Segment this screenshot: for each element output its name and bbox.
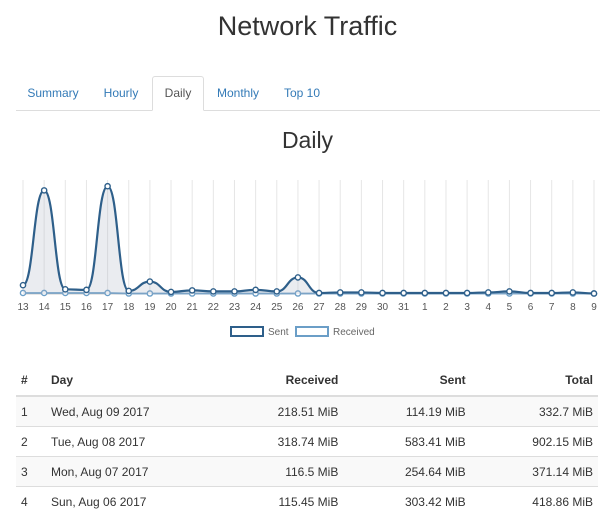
x-tick-label: 14 — [39, 302, 51, 313]
data-point-sent — [84, 287, 89, 292]
data-point-sent — [20, 283, 25, 288]
section-title: Daily — [0, 126, 600, 154]
col-header-num: # — [16, 365, 46, 396]
data-point-sent — [63, 287, 68, 292]
x-tick-label: 13 — [17, 302, 29, 313]
data-point-sent — [443, 290, 448, 295]
cell-day: Mon, Aug 07 2017 — [46, 457, 216, 487]
cell-sent: 583.41 MiB — [343, 427, 470, 457]
col-header-total: Total — [471, 365, 598, 396]
x-tick-label: 8 — [570, 302, 576, 313]
data-point-sent — [295, 275, 300, 280]
x-tick-label: 20 — [165, 302, 177, 313]
data-point-sent — [422, 290, 427, 295]
table-row: 3 Mon, Aug 07 2017 116.5 MiB 254.64 MiB … — [16, 457, 598, 487]
tab-daily[interactable]: Daily — [152, 76, 204, 111]
cell-sent: 114.19 MiB — [343, 396, 470, 427]
cell-day: Tue, Aug 08 2017 — [46, 427, 216, 457]
x-tick-label: 29 — [356, 302, 368, 313]
legend-label-sent: Sent — [268, 327, 289, 338]
x-tick-label: 9 — [591, 302, 597, 313]
col-header-sent: Sent — [343, 365, 470, 396]
cell-day: Wed, Aug 09 2017 — [46, 396, 216, 427]
legend-label-received: Received — [333, 327, 375, 338]
x-tick-label: 19 — [144, 302, 156, 313]
x-tick-label: 1 — [422, 302, 428, 313]
x-tick-label: 26 — [292, 302, 304, 313]
data-point-sent — [570, 290, 575, 295]
x-tick-label: 30 — [377, 302, 389, 313]
x-tick-label: 15 — [60, 302, 72, 313]
x-tick-label: 31 — [398, 302, 410, 313]
data-point-sent — [549, 290, 554, 295]
x-tick-label: 27 — [314, 302, 326, 313]
x-tick-label: 5 — [507, 302, 513, 313]
x-tick-label: 17 — [102, 302, 114, 313]
tab-monthly[interactable]: Monthly — [204, 77, 272, 110]
legend-swatch-received — [296, 327, 328, 336]
table-row: 1 Wed, Aug 09 2017 218.51 MiB 114.19 MiB… — [16, 396, 598, 427]
data-point-sent — [465, 290, 470, 295]
cell-received: 218.51 MiB — [216, 396, 343, 427]
tab-summary[interactable]: Summary — [16, 77, 90, 110]
tab-hourly[interactable]: Hourly — [90, 77, 152, 110]
x-tick-label: 23 — [229, 302, 241, 313]
cell-received: 318.74 MiB — [216, 427, 343, 457]
col-header-received: Received — [216, 365, 343, 396]
data-point-sent — [338, 290, 343, 295]
data-point-sent — [591, 291, 596, 296]
x-tick-label: 21 — [187, 302, 199, 313]
x-tick-label: 22 — [208, 302, 220, 313]
data-point-sent — [211, 289, 216, 294]
data-point-sent — [486, 290, 491, 295]
data-point-sent — [274, 289, 279, 294]
series-area-sent — [23, 186, 594, 294]
data-point-sent — [232, 289, 237, 294]
cell-num: 2 — [16, 427, 46, 457]
data-point-sent — [105, 184, 110, 189]
x-tick-label: 18 — [123, 302, 135, 313]
data-point-sent — [528, 290, 533, 295]
tab-top-10[interactable]: Top 10 — [272, 77, 332, 110]
data-point-sent — [147, 279, 152, 284]
cell-total: 902.15 MiB — [471, 427, 598, 457]
x-tick-label: 7 — [549, 302, 555, 313]
data-point-sent — [168, 289, 173, 294]
page-title: Network Traffic — [0, 9, 600, 43]
data-point-sent — [316, 290, 321, 295]
x-tick-label: 3 — [464, 302, 470, 313]
table-header-row: # Day Received Sent Total — [16, 365, 598, 396]
x-tick-label: 16 — [81, 302, 93, 313]
x-tick-label: 6 — [528, 302, 534, 313]
cell-sent: 254.64 MiB — [343, 457, 470, 487]
col-header-day: Day — [46, 365, 216, 396]
data-point-sent — [253, 287, 258, 292]
data-point-sent — [380, 290, 385, 295]
x-tick-label: 2 — [443, 302, 449, 313]
x-tick-label: 28 — [335, 302, 347, 313]
data-point-sent — [359, 290, 364, 295]
data-point-sent — [507, 289, 512, 294]
table-row: 2 Tue, Aug 08 2017 318.74 MiB 583.41 MiB… — [16, 427, 598, 457]
cell-received: 116.5 MiB — [216, 457, 343, 487]
x-tick-label: 4 — [485, 302, 491, 313]
tab-bar: Summary Hourly Daily Monthly Top 10 — [16, 77, 600, 111]
data-point-sent — [190, 288, 195, 293]
x-tick-label: 24 — [250, 302, 262, 313]
data-point-sent — [401, 290, 406, 295]
daily-traffic-table: # Day Received Sent Total 1 Wed, Aug 09 … — [16, 365, 598, 516]
cell-num: 1 — [16, 396, 46, 427]
data-point-sent — [42, 188, 47, 193]
x-tick-label: 25 — [271, 302, 283, 313]
cell-num: 3 — [16, 457, 46, 487]
cell-total: 332.7 MiB — [471, 396, 598, 427]
legend-swatch-sent — [231, 327, 263, 336]
cell-total: 371.14 MiB — [471, 457, 598, 487]
data-point-sent — [126, 288, 131, 293]
